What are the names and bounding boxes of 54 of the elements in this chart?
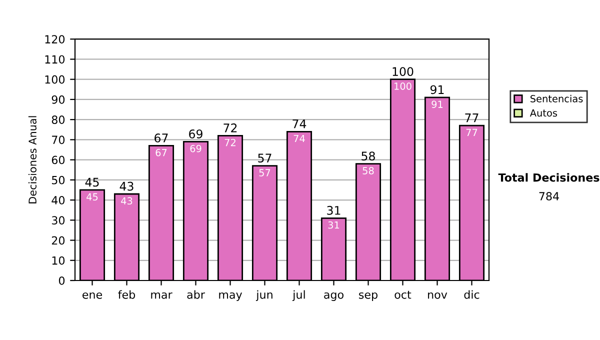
- data-label: 74: [294, 134, 305, 142]
- legend-label: Autos: [530, 109, 558, 117]
- total-label: 58: [362, 152, 375, 161]
- data-label: 31: [328, 221, 340, 229]
- data-label: 72: [224, 138, 236, 146]
- y-tick-label: 90: [52, 95, 65, 104]
- y-tick-label: 70: [52, 136, 65, 144]
- y-tick-label: 100: [45, 75, 65, 84]
- total-label: 77: [465, 114, 478, 122]
- data-label: 57: [259, 169, 270, 176]
- x-tick-label: jul: [292, 290, 305, 301]
- y-tick-label: 50: [52, 176, 65, 184]
- x-tick-label: nov: [428, 292, 448, 299]
- x-tick-label: abr: [187, 290, 205, 299]
- legend-label: Sentencias: [530, 94, 583, 102]
- y-axis-title: Decisiones Anual: [28, 116, 36, 204]
- x-tick-label: ene: [82, 292, 102, 299]
- total-label: 74: [292, 120, 306, 128]
- data-label: 67: [156, 148, 167, 156]
- x-tick-label: may: [219, 292, 242, 301]
- y-tick-label: 10: [52, 256, 65, 265]
- y-tick-label: 30: [52, 216, 65, 225]
- y-tick-label: 40: [52, 196, 65, 204]
- total-label: 69: [189, 129, 202, 138]
- text: Total Decisiones: [498, 173, 600, 182]
- data-label: 45: [86, 193, 98, 201]
- data-label: 69: [190, 144, 202, 152]
- total-label: 57: [258, 154, 272, 163]
- data-label: 43: [121, 197, 132, 205]
- total-label: 67: [154, 133, 168, 142]
- data-label: 58: [362, 167, 374, 174]
- x-tick-label: ago: [324, 292, 344, 301]
- y-tick-label: 80: [52, 116, 65, 124]
- total-label: 45: [85, 178, 99, 187]
- total-label: 72: [224, 123, 237, 132]
- x-tick-label: jun: [256, 290, 272, 301]
- data-label: 91: [432, 100, 443, 108]
- data-label: 77: [466, 128, 478, 136]
- data-label: 100: [394, 82, 412, 90]
- x-tick-label: dic: [464, 290, 480, 299]
- x-tick-label: sep: [359, 292, 378, 301]
- x-tick-label: oct: [394, 290, 412, 299]
- x-tick-label: mar: [151, 292, 172, 299]
- y-tick-label: 120: [45, 35, 65, 44]
- y-tick-label: 0: [58, 276, 65, 285]
- y-tick-label: 60: [52, 156, 65, 164]
- text: 784: [539, 192, 559, 200]
- x-tick-label: feb: [118, 290, 136, 299]
- y-tick-label: 110: [45, 55, 65, 64]
- y-tick-label: 20: [52, 236, 65, 245]
- total-label: 43: [120, 182, 134, 191]
- total-label: 100: [392, 67, 414, 76]
- total-label: 91: [430, 85, 444, 94]
- total-label: 31: [327, 206, 340, 215]
